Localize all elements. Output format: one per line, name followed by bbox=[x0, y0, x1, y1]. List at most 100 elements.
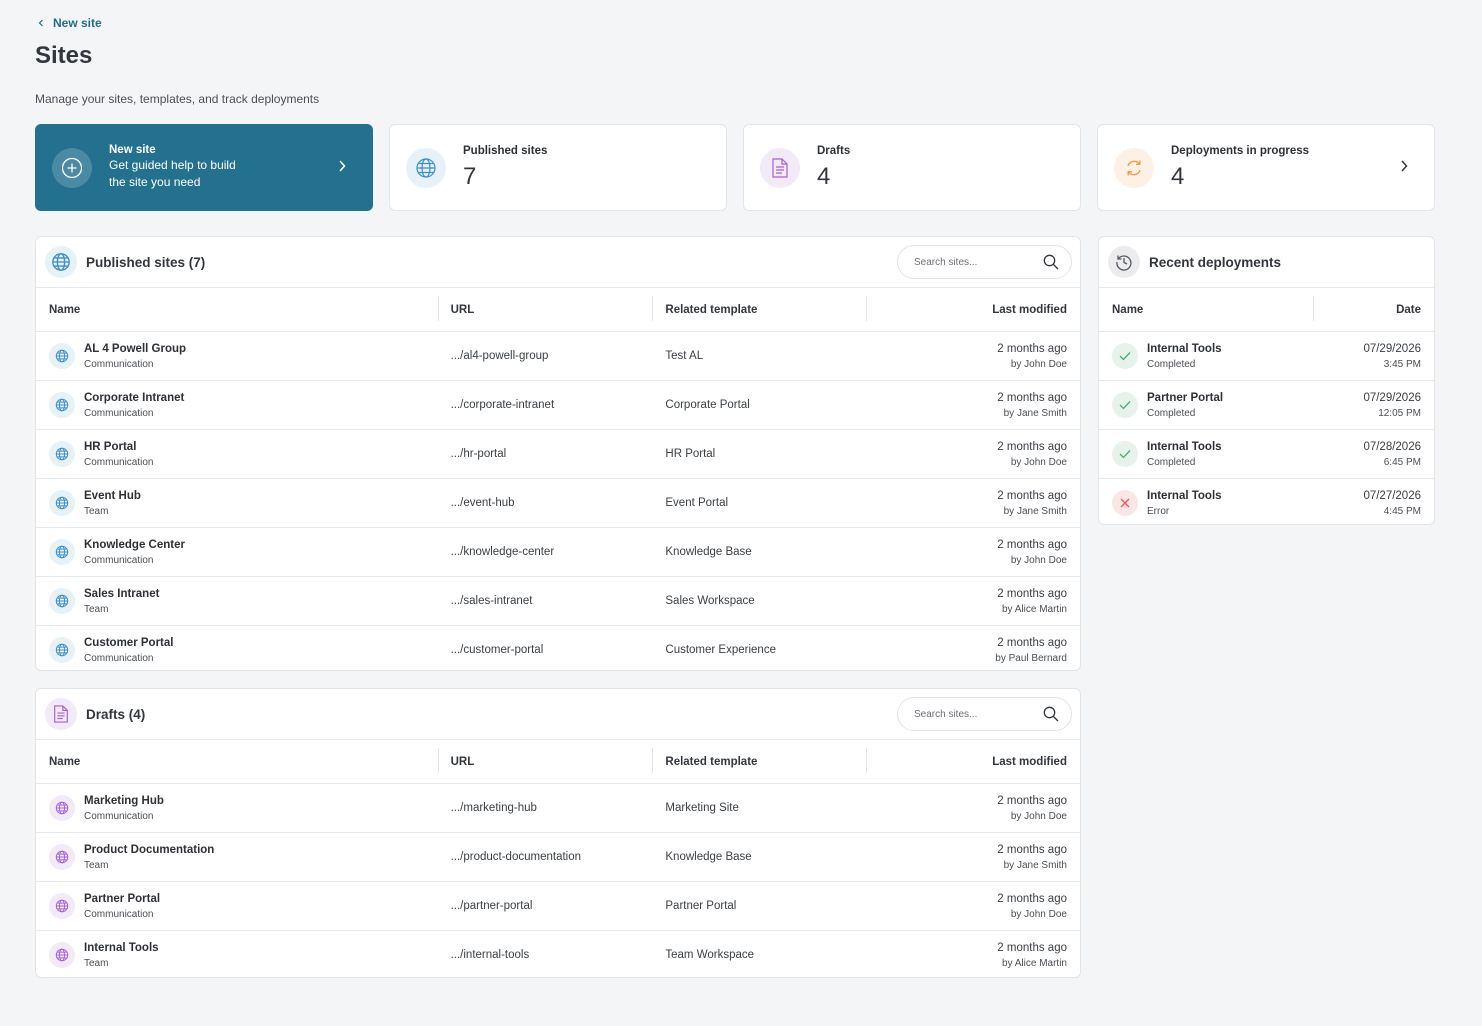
deployment-rows: Internal Tools Completed 07/29/2026 3:45 P… bbox=[1099, 331, 1434, 524]
error-icon bbox=[1112, 490, 1138, 516]
deployments-panel: Recent deployments Name Date Internal To… bbox=[1098, 236, 1435, 525]
name-cell: Marketing Hub Communication bbox=[36, 784, 438, 832]
search-placeholder: Search sites... bbox=[914, 256, 978, 268]
deployment-row: Internal Tools Completed 07/28/2026 6:45 P… bbox=[1099, 429, 1434, 478]
name-text: Partner Portal Communication bbox=[84, 893, 160, 920]
search-box[interactable]: Search sites... bbox=[897, 245, 1072, 279]
site-row[interactable]: Customer Portal Communication .../customer… bbox=[36, 625, 1080, 670]
site-name: AL 4 Powell Group bbox=[84, 342, 187, 355]
name-cell: Internal Tools Team bbox=[36, 931, 438, 977]
site-row[interactable]: Event Hub Team .../event-hub Event Portal 2 … bbox=[36, 478, 1080, 527]
site-row[interactable]: Partner Portal Communication .../partner-p… bbox=[36, 881, 1080, 930]
site-url: .../marketing-hub bbox=[450, 802, 537, 814]
site-name: Product Documentation bbox=[84, 843, 215, 856]
url-cell: .../hr-portal bbox=[438, 430, 653, 478]
modified-by: by John Doe bbox=[1010, 908, 1067, 920]
sync-icon bbox=[1114, 147, 1154, 188]
panel-header: Published sites (7) Search sites... bbox=[36, 237, 1080, 287]
modified-by: by Paul Bernard bbox=[995, 652, 1067, 664]
site-row[interactable]: Product Documentation Team .../product-doc… bbox=[36, 832, 1080, 881]
date: 07/28/2026 bbox=[1363, 440, 1421, 453]
modified-cell: 2 months ago by Alice Martin bbox=[866, 577, 1080, 625]
site-row[interactable]: Internal Tools Team .../internal-tools Team… bbox=[36, 930, 1080, 977]
modified-by: by Jane Smith bbox=[1003, 407, 1067, 419]
deployment-row: Internal Tools Completed 07/29/2026 3:45 P… bbox=[1099, 331, 1434, 380]
modified-by: by John Doe bbox=[1010, 456, 1067, 468]
last-modified: 2 months ago bbox=[997, 941, 1067, 954]
modified-by: by Alice Martin bbox=[1001, 957, 1067, 969]
site-template: HR Portal bbox=[665, 448, 716, 460]
search-icon bbox=[1043, 254, 1059, 270]
header-row: Name URL Related template Last modified bbox=[36, 287, 1080, 331]
search-box[interactable]: Search sites... bbox=[897, 697, 1072, 731]
site-url: .../corporate-intranet bbox=[450, 399, 555, 411]
modified-by: by John Doe bbox=[1010, 554, 1067, 566]
time: 4:45 PM bbox=[1383, 505, 1421, 517]
last-modified: 2 months ago bbox=[997, 587, 1067, 600]
url-cell: .../corporate-intranet bbox=[438, 381, 653, 429]
site-row[interactable]: AL 4 Powell Group Communication .../al4-po… bbox=[36, 331, 1080, 380]
modified-cell: 2 months ago by John Doe bbox=[866, 528, 1080, 576]
url-cell: .../al4-powell-group bbox=[438, 332, 653, 380]
site-row[interactable]: Knowledge Center Communication .../knowled… bbox=[36, 527, 1080, 576]
name-text: Internal Tools Team bbox=[84, 942, 159, 969]
published-card: Published sites 7 bbox=[389, 124, 727, 211]
site-name: Marketing Hub bbox=[84, 794, 164, 807]
column-header: Related template bbox=[652, 288, 866, 331]
template-cell: Team Workspace bbox=[652, 931, 866, 977]
site-row[interactable]: Corporate Intranet Communication .../corpo… bbox=[36, 380, 1080, 429]
site-name: Partner Portal bbox=[84, 892, 161, 905]
page-title: Sites bbox=[35, 42, 93, 69]
deployment-status: Completed bbox=[1147, 358, 1196, 370]
deployment-name: Internal Tools bbox=[1147, 342, 1222, 355]
site-template: Knowledge Base bbox=[665, 851, 752, 863]
name-text: Sales Intranet Team bbox=[84, 588, 159, 615]
deployments-card[interactable]: Deployments in progress 4 bbox=[1097, 124, 1435, 211]
new-site-card[interactable]: New site Get guided help to build the si… bbox=[35, 124, 373, 211]
search-icon bbox=[1043, 706, 1059, 722]
site-type: Team bbox=[84, 957, 109, 969]
site-name: HR Portal bbox=[84, 440, 137, 453]
url-cell: .../product-documentation bbox=[438, 833, 653, 881]
name-cell: Product Documentation Team bbox=[36, 833, 438, 881]
site-url: .../sales-intranet bbox=[450, 595, 533, 607]
last-modified: 2 months ago bbox=[997, 843, 1067, 856]
site-name: Corporate Intranet bbox=[84, 391, 185, 404]
site-type: Communication bbox=[84, 358, 154, 370]
date: 07/29/2026 bbox=[1363, 342, 1421, 355]
document-icon bbox=[760, 147, 800, 188]
deployment-name: Internal Tools bbox=[1147, 489, 1222, 502]
site-icon bbox=[49, 795, 75, 821]
last-modified: 2 months ago bbox=[997, 342, 1067, 355]
deployment-row: Internal Tools Error 07/27/2026 4:45 PM bbox=[1099, 478, 1434, 524]
stat-label: Published sites bbox=[463, 144, 548, 157]
published-icon bbox=[45, 246, 77, 278]
site-row[interactable]: Marketing Hub Communication .../marketing-… bbox=[36, 783, 1080, 832]
deployment-status: Error bbox=[1147, 505, 1170, 517]
site-row[interactable]: HR Portal Communication .../hr-portal HR Po… bbox=[36, 429, 1080, 478]
published-panel: Published sites (7) Search sites... Name UR… bbox=[35, 236, 1081, 671]
site-type: Team bbox=[84, 603, 109, 615]
date-cell: 07/27/2026 4:45 PM bbox=[1313, 479, 1434, 524]
site-url: .../knowledge-center bbox=[450, 546, 555, 558]
site-type: Communication bbox=[84, 810, 154, 822]
site-template: Corporate Portal bbox=[665, 399, 750, 411]
new-site-text: New site Get guided help to build the si… bbox=[109, 144, 249, 191]
drafts-panel: Drafts (4) Search sites... Name URL Related … bbox=[35, 688, 1081, 978]
name-text: AL 4 Powell Group Communication bbox=[84, 343, 186, 370]
back-link-text[interactable]: New site bbox=[53, 16, 102, 30]
url-cell: .../partner-portal bbox=[438, 882, 653, 930]
template-cell: Sales Workspace bbox=[652, 577, 866, 625]
time: 3:45 PM bbox=[1383, 358, 1421, 370]
url-cell: .../sales-intranet bbox=[438, 577, 653, 625]
modified-by: by John Doe bbox=[1010, 810, 1067, 822]
site-template: Customer Experience bbox=[665, 644, 776, 656]
modified-cell: 2 months ago by John Doe bbox=[866, 784, 1080, 832]
back-link[interactable]: New site bbox=[38, 16, 102, 30]
column-header: Name bbox=[49, 755, 81, 768]
site-row[interactable]: Sales Intranet Team .../sales-intranet Sale… bbox=[36, 576, 1080, 625]
name-text: Customer Portal Communication bbox=[84, 637, 173, 664]
globe-icon bbox=[406, 147, 446, 188]
site-template: Sales Workspace bbox=[665, 595, 755, 607]
site-url: .../product-documentation bbox=[450, 851, 582, 863]
